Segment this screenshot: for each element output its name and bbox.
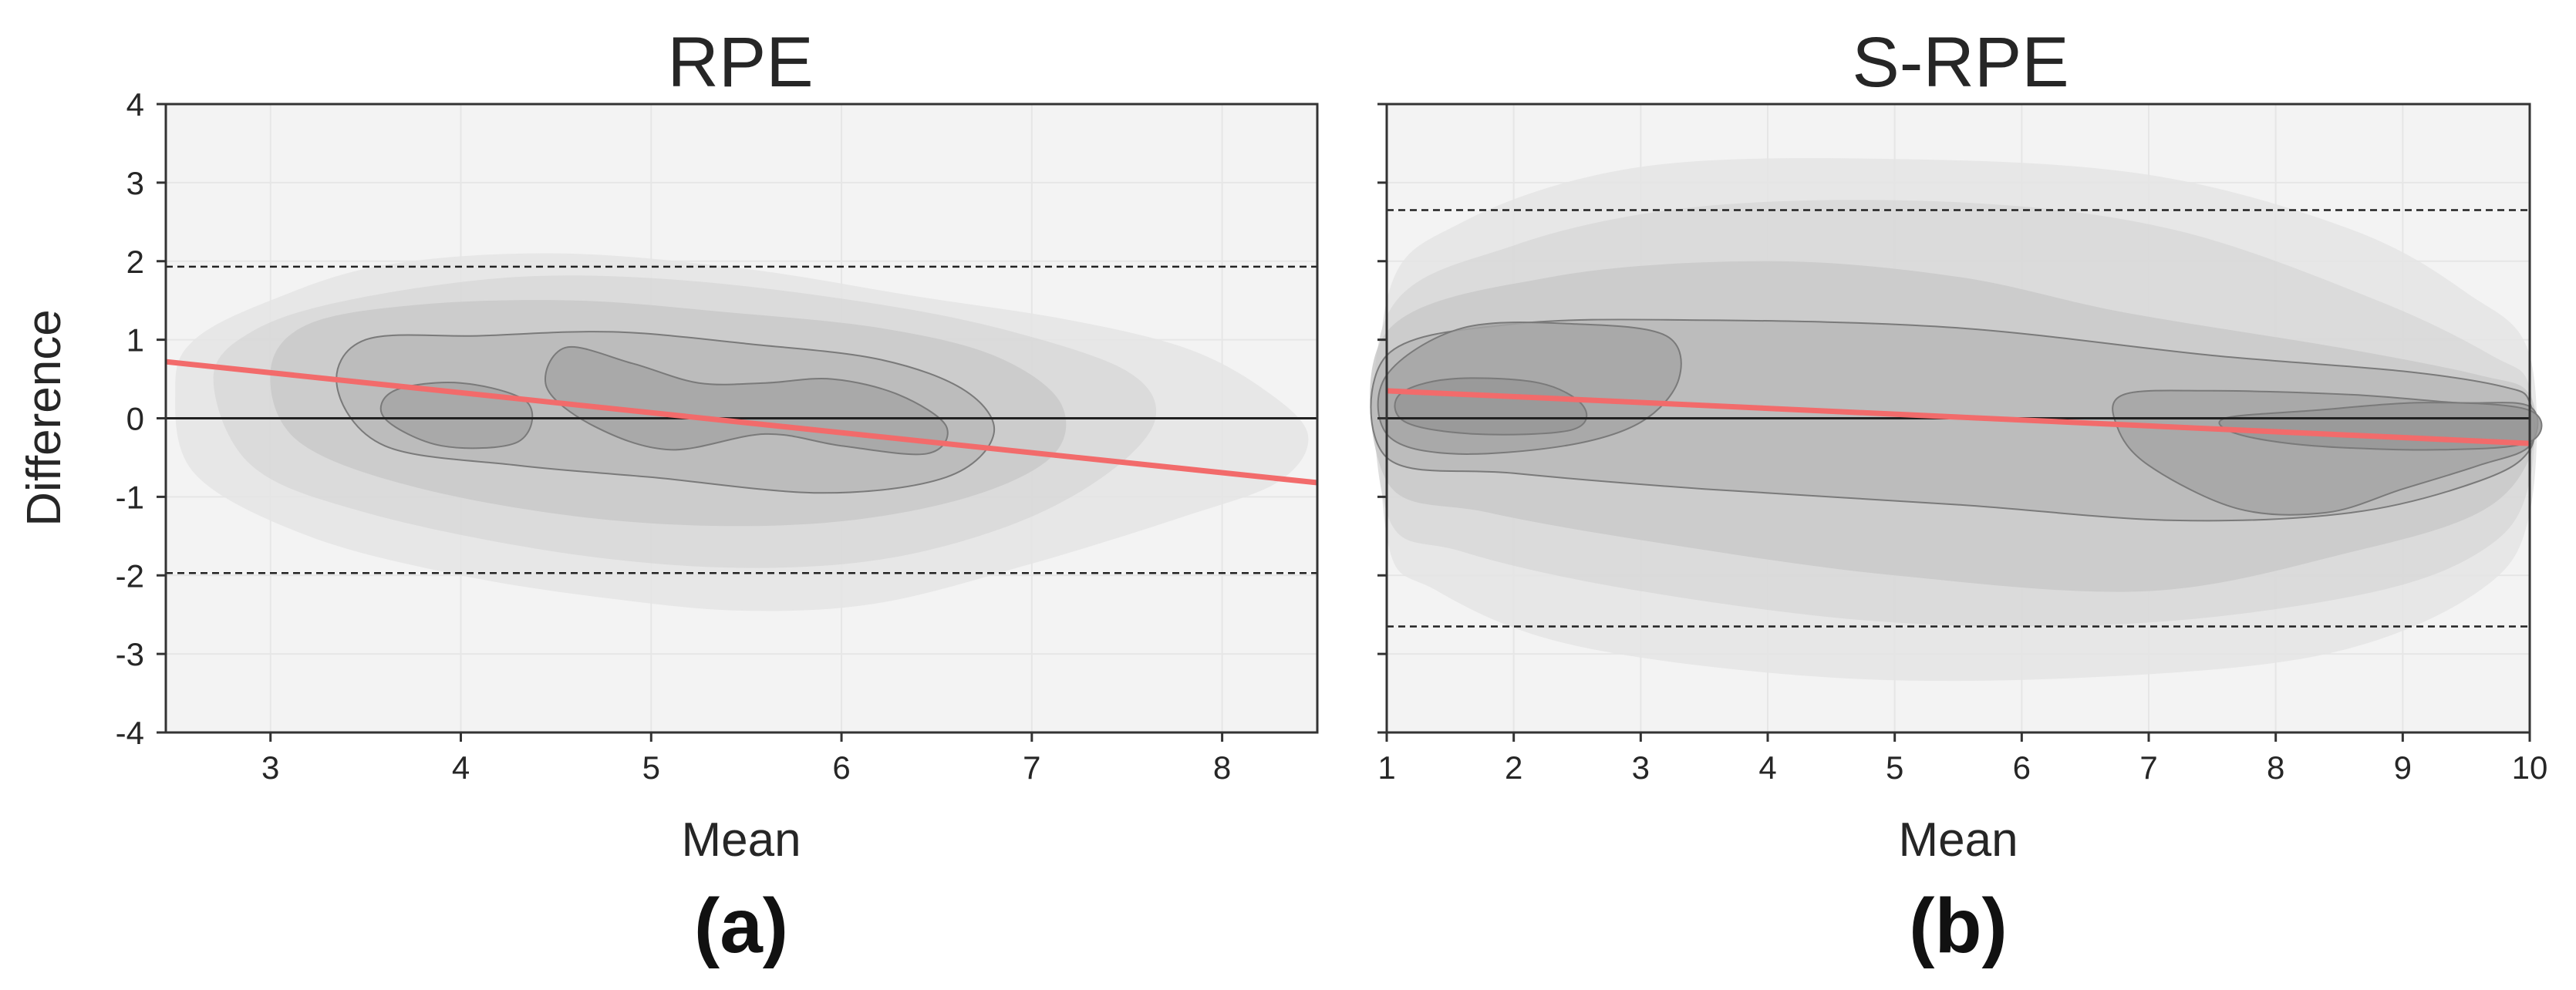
x-tick-label: 4 bbox=[452, 749, 470, 786]
x-tick-label: 4 bbox=[1758, 749, 1776, 786]
reference-lines bbox=[165, 265, 1318, 574]
regression-line bbox=[165, 359, 1318, 486]
x-tick-label: 10 bbox=[2512, 749, 2548, 786]
x-axis-label: Mean bbox=[681, 813, 801, 867]
y-tick-label: -2 bbox=[116, 557, 144, 594]
chart-title: S-RPE bbox=[1852, 23, 2069, 102]
y-tick-label: 3 bbox=[126, 165, 144, 201]
x-tick-label: 6 bbox=[2013, 749, 2031, 786]
y-tick-label: 0 bbox=[126, 401, 144, 437]
x-tick-label: 9 bbox=[2394, 749, 2412, 786]
panel-b-srpe: S-RPE 1 2 3 4 5 6 7 8 9 10 Mean (b) bbox=[1370, 23, 2547, 969]
reference-lines bbox=[1386, 209, 2530, 628]
y-tick-label: -3 bbox=[116, 636, 144, 672]
x-tick-label: 7 bbox=[1023, 749, 1040, 786]
regression-line bbox=[1386, 388, 2530, 446]
x-tick-label: 7 bbox=[2139, 749, 2157, 786]
y-tick-label: 4 bbox=[126, 86, 144, 123]
panel-label: (a) bbox=[694, 883, 788, 969]
y-tick-label: -4 bbox=[116, 715, 144, 751]
x-tick-label: 3 bbox=[261, 749, 279, 786]
x-tick-label: 8 bbox=[1213, 749, 1231, 786]
chart-title: RPE bbox=[667, 23, 813, 102]
x-tick-label: 5 bbox=[1886, 749, 1903, 786]
y-tick-label: 2 bbox=[126, 244, 144, 280]
axis-ticks: 3 4 5 6 7 8 -4 -3 -2 -1 0 1 2 3 4 bbox=[116, 86, 1232, 786]
x-tick-label: 3 bbox=[1632, 749, 1650, 786]
y-tick-label: 1 bbox=[126, 322, 144, 359]
x-tick-label: 2 bbox=[1505, 749, 1522, 786]
y-axis-label: Difference bbox=[18, 309, 71, 526]
x-tick-label: 5 bbox=[642, 749, 660, 786]
x-axis-label: Mean bbox=[1898, 813, 2018, 867]
y-tick-label: -1 bbox=[116, 479, 144, 515]
x-tick-label: 1 bbox=[1377, 749, 1395, 786]
axis-ticks: 1 2 3 4 5 6 7 8 9 10 bbox=[1377, 103, 2548, 786]
x-tick-label: 8 bbox=[2267, 749, 2284, 786]
density-contour-level-5 bbox=[545, 345, 949, 456]
panel-label: (b) bbox=[1909, 883, 2008, 969]
x-tick-label: 6 bbox=[832, 749, 850, 786]
